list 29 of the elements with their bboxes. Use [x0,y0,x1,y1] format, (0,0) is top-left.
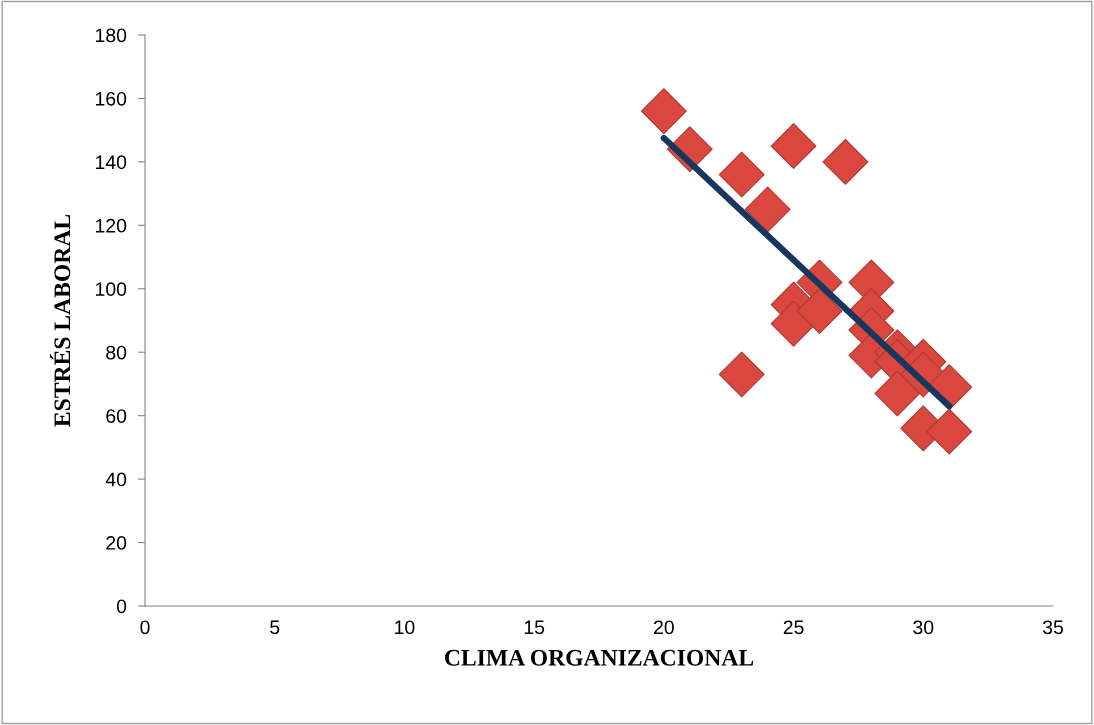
point [718,351,765,398]
x-tick-label: 0 [140,620,150,635]
point [640,88,687,135]
point [926,408,973,455]
x-tick-label: 15 [524,620,545,635]
y-tick-label: 120 [95,218,127,233]
y-tick-label: 80 [106,345,127,360]
y-tick-label: 140 [95,155,127,170]
x-tick-label: 30 [913,620,934,635]
x-axis-title: CLIMA ORGANIZACIONAL [445,649,754,666]
x-tick-label: 20 [654,620,674,635]
y-tick-label: 100 [95,282,127,297]
point [796,288,843,334]
x-tick-label: 10 [395,620,415,635]
y-tick-label: 0 [116,599,127,614]
point [744,186,791,233]
point [874,370,921,417]
y-tick-label: 60 [106,409,127,423]
y-tick-label: 40 [105,472,127,487]
y-tick-label: 20 [106,536,127,550]
point [718,151,765,198]
y-tick-label: 160 [95,91,127,106]
y-tick-label: 180 [95,28,127,43]
y-axis-title: ESTRÉS LABORAL [49,214,71,427]
point [822,138,869,185]
x-tick-label: 25 [783,620,804,635]
point [770,123,817,169]
x-tick-label: 5 [270,620,280,635]
x-tick-label: 35 [1042,620,1063,635]
